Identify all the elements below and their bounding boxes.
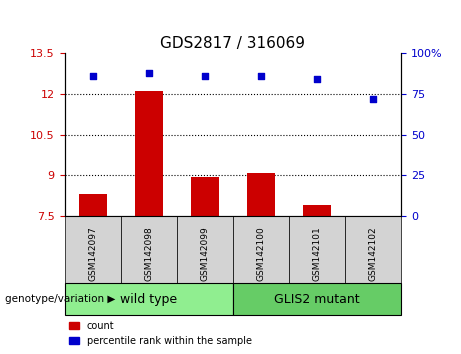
Bar: [191, 177, 219, 216]
Bar: [65, 283, 233, 315]
Bar: [121, 216, 177, 283]
Point: [313, 76, 321, 82]
Text: GSM142101: GSM142101: [313, 226, 321, 281]
Text: GSM142098: GSM142098: [144, 226, 153, 281]
Point: [89, 73, 96, 79]
Text: GSM142097: GSM142097: [88, 226, 97, 281]
Text: GLIS2 mutant: GLIS2 mutant: [274, 293, 360, 306]
Bar: [135, 91, 163, 216]
Text: GSM142102: GSM142102: [368, 226, 378, 281]
Point: [201, 73, 208, 79]
Bar: [233, 216, 289, 283]
Text: genotype/variation ▶: genotype/variation ▶: [5, 294, 115, 304]
Text: GSM142100: GSM142100: [256, 226, 266, 281]
Point: [257, 73, 265, 79]
Bar: [177, 216, 233, 283]
Bar: [303, 205, 331, 216]
Title: GDS2817 / 316069: GDS2817 / 316069: [160, 35, 305, 51]
Bar: [65, 216, 121, 283]
Text: GSM142099: GSM142099: [200, 226, 209, 281]
Bar: [247, 172, 275, 216]
Bar: [289, 216, 345, 283]
Text: wild type: wild type: [120, 293, 177, 306]
Legend: count, percentile rank within the sample: count, percentile rank within the sample: [70, 321, 252, 346]
Bar: [233, 283, 401, 315]
Point: [145, 70, 152, 75]
Point: [369, 96, 377, 102]
Bar: [345, 216, 401, 283]
Bar: [78, 194, 106, 216]
